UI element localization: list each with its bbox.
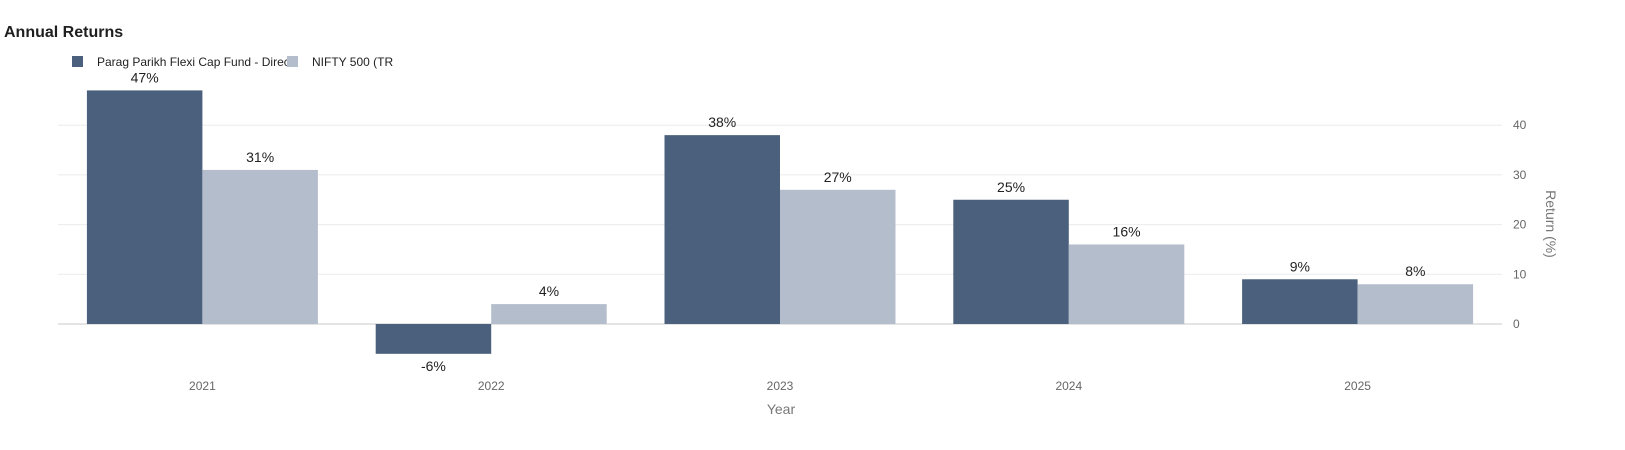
data-label: 4% — [539, 283, 559, 299]
legend-swatch — [287, 56, 298, 67]
bar — [1242, 279, 1358, 324]
chart-title: Annual Returns — [4, 24, 124, 41]
legend: Parag Parikh Flexi Cap Fund - Direct NIFT… — [72, 55, 393, 69]
x-axis-ticks: 2021 2022 2023 2024 2025 — [189, 379, 1371, 393]
bar — [780, 189, 896, 324]
x-tick-label: 2025 — [1344, 379, 1371, 393]
bar — [1357, 284, 1474, 324]
x-tick-label: 2023 — [767, 379, 794, 393]
legend-label: Parag Parikh Flexi Cap Fund - Direct — [97, 55, 294, 69]
data-label: 25% — [997, 179, 1025, 195]
y-tick-label: 10 — [1513, 267, 1527, 281]
data-label: 31% — [246, 149, 274, 165]
y-tick-label: 0 — [1513, 317, 1520, 331]
data-label: 47% — [131, 69, 159, 85]
y-tick-label: 20 — [1513, 218, 1527, 232]
bar — [1068, 244, 1185, 324]
x-tick-label: 2024 — [1055, 379, 1082, 393]
legend-item[interactable]: NIFTY 500 (TR — [287, 55, 393, 69]
data-label: 8% — [1405, 263, 1425, 279]
legend-swatch — [72, 56, 83, 67]
legend-item[interactable]: Parag Parikh Flexi Cap Fund - Direct — [72, 55, 294, 69]
bar — [664, 135, 780, 324]
bar — [375, 324, 492, 354]
bar — [953, 199, 1069, 324]
y-axis-title: Return (%) — [1543, 190, 1559, 258]
data-label: 16% — [1113, 223, 1141, 239]
x-tick-label: 2021 — [189, 379, 216, 393]
data-label: -6% — [421, 358, 446, 374]
data-label: 38% — [708, 114, 736, 130]
y-tick-label: 30 — [1513, 168, 1527, 182]
y-axis-ticks: 0 10 20 30 40 — [1513, 118, 1527, 331]
bar — [202, 169, 318, 324]
data-label: 9% — [1290, 258, 1310, 274]
x-tick-label: 2022 — [478, 379, 505, 393]
data-labels: 47% 31% -6% 4% 38% 27% 25% 16% 9% 8% — [131, 69, 1426, 373]
legend-label: NIFTY 500 (TR — [312, 55, 393, 69]
y-tick-label: 40 — [1513, 118, 1527, 132]
bars — [86, 90, 1474, 354]
bar — [491, 304, 607, 324]
data-label: 27% — [824, 169, 852, 185]
bar — [86, 90, 203, 324]
x-axis-title: Year — [767, 401, 796, 417]
